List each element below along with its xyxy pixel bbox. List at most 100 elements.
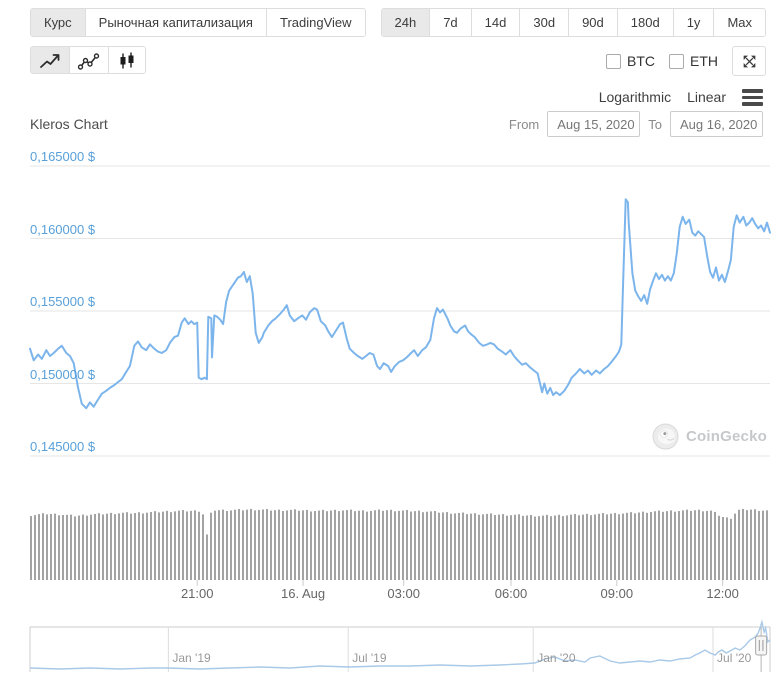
volume-bar: [258, 509, 260, 580]
volume-bar: [166, 510, 168, 580]
y-axis-label: 0,165000 $: [30, 149, 96, 164]
volume-bar: [74, 516, 76, 580]
navigator-mini-line: [29, 619, 771, 670]
volume-bar: [94, 513, 96, 580]
volume-bar: [154, 511, 156, 580]
volume-bar: [326, 511, 328, 580]
view-tab-рыночная-капитализация[interactable]: Рыночная капитализация: [85, 9, 267, 36]
navigator-handle[interactable]: [755, 635, 768, 656]
volume-bar: [734, 513, 736, 580]
volume-bar: [354, 511, 356, 580]
line-with-markers-icon: [78, 53, 100, 70]
top-toolbar: Курс Рыночная капитализация TradingView 24…: [30, 8, 766, 37]
fullscreen-button[interactable]: [732, 46, 766, 76]
volume-bar: [314, 511, 316, 580]
navigator-outline: [29, 626, 771, 672]
range-button-30d[interactable]: 30d: [520, 9, 570, 36]
range-button-14d[interactable]: 14d: [471, 9, 521, 36]
logarithmic-scale-link[interactable]: Logarithmic: [598, 89, 672, 106]
candlestick-chart-button[interactable]: [109, 47, 145, 73]
eth-compare-pair: ETH: [669, 53, 718, 69]
volume-bar: [198, 511, 200, 580]
to-label: To: [648, 116, 662, 132]
volume-bar: [158, 512, 160, 580]
volume-bar: [738, 509, 740, 580]
volume-bar: [570, 514, 572, 580]
volume-bar: [38, 514, 40, 580]
line-with-markers-chart-button[interactable]: [70, 47, 109, 73]
eth-checkbox[interactable]: [669, 53, 684, 69]
volume-bar: [462, 512, 464, 580]
volume-bar: [718, 515, 720, 580]
volume-bar: [434, 511, 436, 580]
range-button-24h[interactable]: 24h: [381, 9, 431, 36]
volume-bar: [542, 515, 544, 580]
range-button-max[interactable]: Max: [714, 9, 765, 36]
volume-bar: [582, 514, 584, 580]
btc-checkbox[interactable]: [606, 53, 621, 69]
range-button-7d[interactable]: 7d: [430, 9, 472, 36]
trend-line-chart-button[interactable]: [31, 47, 70, 73]
volume-bar: [162, 511, 164, 580]
volume-bar: [594, 514, 596, 580]
volume-bar: [138, 512, 140, 580]
volume-bar: [214, 510, 216, 580]
volume-bar: [398, 510, 400, 580]
from-date-input[interactable]: [547, 111, 641, 137]
volume-bar: [458, 512, 460, 580]
volume-bar: [574, 513, 576, 580]
chart-menu-icon[interactable]: [742, 87, 763, 108]
view-tab-tradingview[interactable]: TradingView: [266, 9, 365, 36]
volume-bar: [298, 510, 300, 580]
volume-bar: [50, 514, 52, 580]
volume-bar: [602, 513, 604, 580]
volume-bar: [498, 514, 500, 580]
eth-checkbox-label[interactable]: ETH: [690, 53, 718, 69]
volume-bar: [294, 509, 296, 580]
volume-bar: [558, 514, 560, 580]
volume-bar: [382, 510, 384, 580]
volume-bar: [98, 513, 100, 580]
volume-bar: [102, 514, 104, 580]
date-range-controls: From To: [509, 111, 763, 137]
page-title: Kleros Chart: [30, 116, 108, 132]
volume-bar: [674, 511, 676, 580]
volume-bar: [678, 511, 680, 580]
volume-bar: [342, 510, 344, 580]
volume-bar: [590, 515, 592, 580]
volume-bar: [758, 510, 760, 580]
volume-bar: [614, 512, 616, 580]
volume-bar: [418, 510, 420, 580]
volume-bar: [222, 509, 224, 580]
volume-bar: [334, 509, 336, 580]
volume-bar: [722, 517, 724, 580]
navigator-axis-label: Jul '20: [717, 651, 752, 665]
volume-bar: [638, 512, 640, 580]
btc-checkbox-label[interactable]: BTC: [627, 53, 655, 69]
range-button-180d[interactable]: 180d: [617, 9, 674, 36]
navigator-axis-label: Jul '19: [352, 651, 387, 665]
volume-bar: [410, 511, 412, 580]
range-button-1y[interactable]: 1y: [673, 9, 715, 36]
volume-bar: [622, 513, 624, 580]
view-tab-курс[interactable]: Курс: [31, 9, 86, 36]
x-axis-label: 16. Aug: [280, 586, 326, 601]
volume-bar: [386, 510, 388, 580]
volume-bar: [438, 512, 440, 580]
linear-scale-link[interactable]: Linear: [687, 89, 726, 106]
volume-bar: [478, 514, 480, 580]
volume-bar: [522, 515, 524, 580]
volume-bar: [302, 510, 304, 580]
volume-bar: [510, 515, 512, 580]
candlestick-icon: [120, 52, 134, 69]
volume-bar: [506, 515, 508, 580]
volume-bar: [730, 518, 732, 580]
volume-bar: [366, 511, 368, 580]
volume-bar: [754, 509, 756, 580]
range-button-90d[interactable]: 90d: [569, 9, 618, 36]
to-date-input[interactable]: [670, 111, 763, 137]
volume-bar: [610, 513, 612, 580]
volume-bar: [82, 514, 84, 580]
volume-bar: [726, 517, 728, 580]
volume-bar: [362, 510, 364, 580]
